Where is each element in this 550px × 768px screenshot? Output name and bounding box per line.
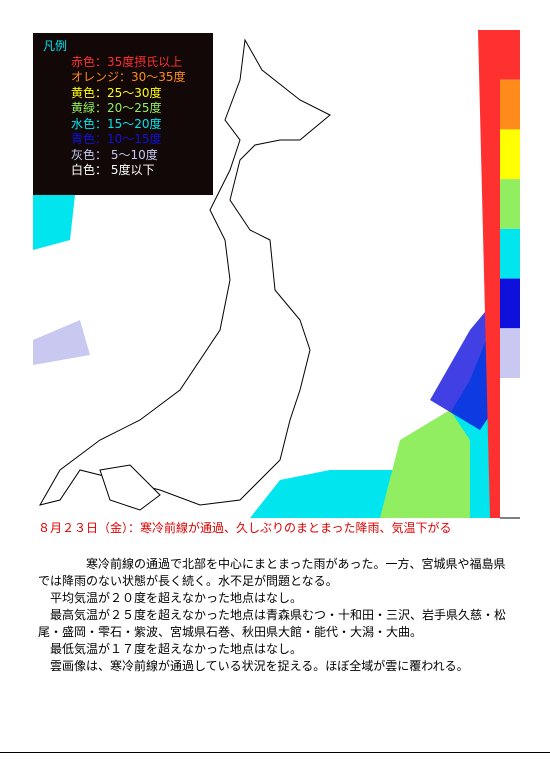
paragraph: 最高気温が２５度を超えなかった地点は青森県むつ・十和田・三沢、岩手県久慈・松尾・…: [38, 608, 507, 639]
legend-item: 灰色： 5～10度: [71, 147, 158, 162]
colorbar-band: [500, 79, 520, 130]
body-text: 寒冷前線の通過で北部を中心にまとまった雨があった。一方、宮城県や福島県では降雨の…: [38, 556, 506, 675]
paragraph: 寒冷前線の通過で北部を中心にまとまった雨があった。一方、宮城県や福島県では降雨の…: [38, 557, 506, 588]
coastline: [99, 464, 161, 511]
legend-item: 黄緑：20～25度: [71, 101, 162, 115]
cloud: [380, 410, 470, 518]
legend: 凡例 赤色：35度摂氏以上 オレンジ：30～35度 黄色：25～30度 黄緑：20～2…: [33, 33, 213, 195]
paragraph: 最低気温が１７度を超えなかった地点はなし。: [50, 642, 303, 656]
legend-item: 青色：10～15度: [71, 132, 162, 146]
colorbar-band: [500, 228, 520, 279]
legend-title: 凡例: [43, 39, 68, 53]
cloud: [33, 195, 75, 250]
paragraph: 雲画像は、寒冷前線が通過している状況を捉える。ほぼ全域が雲に覆われる。: [50, 659, 469, 673]
legend-item: 水色：15～20度: [71, 116, 162, 131]
colorbar: [500, 30, 520, 378]
heading: ８月２３日（金）：寒冷前線が通過、久しぶりのまとまった降雨、気温下がる: [38, 521, 452, 535]
legend-item: 黄色：25～30度: [71, 85, 162, 100]
colorbar-band: [500, 30, 520, 80]
legend-item: 赤色：35度摂氏以上: [71, 54, 183, 69]
cloud: [33, 320, 90, 365]
colorbar-band: [500, 328, 520, 378]
edge-band: [478, 30, 500, 518]
rule: [0, 752, 550, 753]
legend-item: 白色： 5度以下: [71, 163, 155, 177]
colorbar-band: [500, 129, 520, 180]
coastline: [38, 38, 331, 506]
legend-item: オレンジ：30～35度: [71, 70, 186, 84]
map: [33, 30, 520, 519]
cloud: [430, 300, 500, 430]
paragraph: 平均気温が２０度を超えなかった地点はなし。: [50, 591, 303, 605]
colorbar-band: [500, 278, 520, 329]
colorbar-band: [500, 179, 520, 229]
